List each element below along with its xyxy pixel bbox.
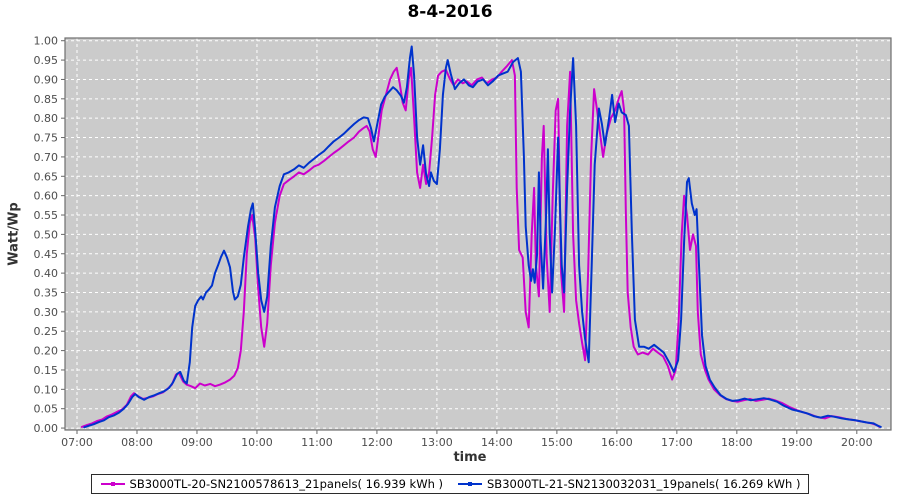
y-tick-label: 1.00 — [34, 35, 59, 48]
series-line-0 — [80, 59, 881, 428]
x-tick-label: 08:00 — [121, 436, 153, 449]
y-tick-label: 0.70 — [34, 151, 59, 164]
x-tick-label: 13:00 — [421, 436, 453, 449]
x-tick-label: 15:00 — [541, 436, 573, 449]
legend-swatch-marker — [110, 482, 115, 486]
y-tick-label: 0.20 — [34, 345, 59, 358]
legend-line-swatch — [100, 482, 125, 486]
y-tick-label: 0.95 — [34, 54, 59, 67]
plot-background — [65, 38, 891, 430]
y-tick-label: 0.15 — [34, 364, 59, 377]
x-tick-label: 10:00 — [241, 436, 273, 449]
y-tick-label: 0.80 — [34, 112, 59, 125]
y-tick-label: 0.90 — [34, 73, 59, 86]
y-tick-label: 0.85 — [34, 93, 59, 106]
y-tick-label: 0.75 — [34, 132, 59, 145]
legend-label: SB3000TL-20-SN2100578613_21panels( 16.93… — [129, 477, 443, 491]
legend: SB3000TL-20-SN2100578613_21panels( 16.93… — [0, 474, 900, 494]
x-tick-label: 19:00 — [781, 436, 813, 449]
y-tick-label: 0.60 — [34, 190, 59, 203]
y-tick-label: 0.55 — [34, 209, 59, 222]
x-tick-label: 18:00 — [721, 436, 753, 449]
y-axis-label: Watt/Wp — [6, 202, 22, 266]
legend-item: SB3000TL-20-SN2100578613_21panels( 16.93… — [100, 477, 443, 491]
legend-item: SB3000TL-21-SN2130032031_19panels( 16.26… — [457, 477, 800, 491]
line-chart-plot: 07:00 08:00 09:00 10:00 11:00 12:00 13:00 14:00… — [34, 35, 892, 449]
x-tick-label: 07:00 — [61, 436, 93, 449]
legend-label: SB3000TL-21-SN2130032031_19panels( 16.26… — [487, 477, 801, 491]
legend-box: SB3000TL-20-SN2100578613_21panels( 16.93… — [90, 474, 810, 494]
chart-title: 8-4-2016 — [407, 2, 493, 22]
x-tick-label: 17:00 — [661, 436, 693, 449]
y-tick-label: 0.00 — [34, 422, 59, 435]
x-tick-label: 09:00 — [181, 436, 213, 449]
y-tick-label: 0.30 — [34, 306, 59, 319]
x-tick-label: 16:00 — [601, 436, 633, 449]
y-tick-label: 0.25 — [34, 325, 59, 338]
y-tick-label: 0.35 — [34, 286, 59, 299]
legend-line-swatch — [458, 482, 482, 486]
series-line-1 — [83, 45, 882, 429]
y-tick-label: 0.45 — [34, 248, 59, 261]
x-tick-label: 11:00 — [301, 436, 333, 449]
y-tick-label: 0.10 — [34, 383, 59, 396]
y-tick-label: 0.65 — [34, 170, 59, 183]
plot-border — [64, 37, 892, 431]
legend-swatch-marker — [468, 482, 472, 486]
x-axis-label: time — [453, 450, 487, 465]
x-tick-label: 14:00 — [481, 436, 513, 449]
y-tick-label: 0.05 — [34, 403, 59, 416]
x-tick-label: 20:00 — [841, 436, 873, 449]
y-tick-label: 0.50 — [34, 228, 59, 241]
x-tick-label: 12:00 — [361, 436, 393, 449]
y-tick-label: 0.40 — [34, 267, 59, 280]
